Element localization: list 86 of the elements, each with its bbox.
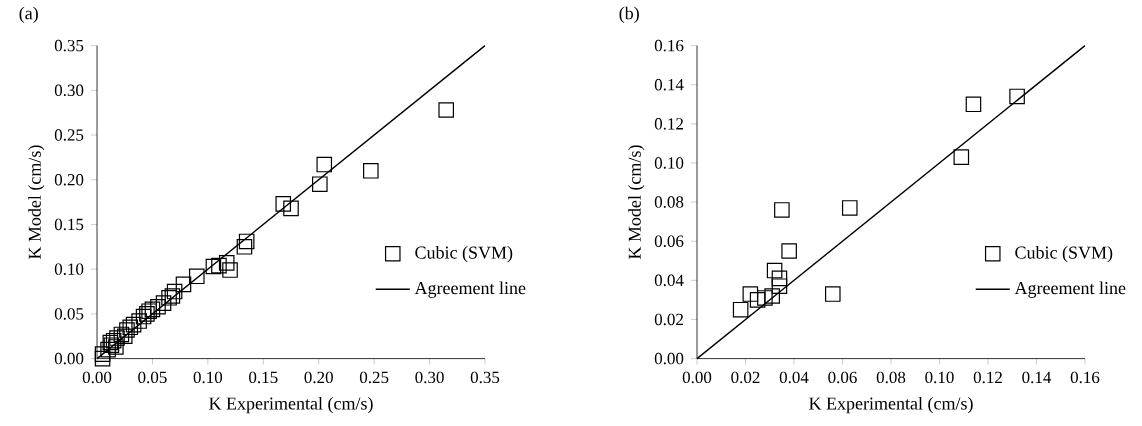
y-tick-label: 0.08 <box>654 196 684 209</box>
x-tick-label: 0.35 <box>470 371 500 384</box>
point <box>108 339 124 355</box>
x-axis-title: K Experimental (cm/s) <box>809 397 973 414</box>
point <box>238 233 255 250</box>
point <box>166 283 183 300</box>
y-tick-label: 0.16 <box>654 40 684 52</box>
legend-label: Agreement line <box>414 281 526 299</box>
point <box>218 255 235 271</box>
x-tick-label: 0.10 <box>193 371 223 384</box>
point <box>316 156 333 173</box>
point <box>283 200 299 217</box>
point <box>155 295 172 312</box>
point <box>771 270 788 287</box>
x-tick-label: 0.14 <box>1022 371 1052 384</box>
point <box>135 308 152 325</box>
point <box>953 149 970 166</box>
chart-title: (a) <box>19 6 38 24</box>
point <box>100 342 116 358</box>
x-axis-title: K Experimental (cm/s) <box>209 397 373 414</box>
y-tick-label: 0.25 <box>54 129 84 142</box>
point <box>781 243 797 260</box>
x-tick-label: 0.08 <box>876 371 906 384</box>
point <box>742 286 759 303</box>
point <box>222 262 238 279</box>
point <box>164 288 181 304</box>
point <box>766 262 783 279</box>
point <box>119 322 135 338</box>
y-tick-label: 0.12 <box>654 118 683 130</box>
x-tick-label: 0.02 <box>731 371 760 384</box>
point <box>1009 88 1025 105</box>
y-tick-label: 0.14 <box>654 79 684 91</box>
y-tick-label: 0.00 <box>54 353 84 365</box>
point <box>771 278 788 295</box>
x-tick-label: 0.06 <box>828 371 857 384</box>
point <box>188 268 205 285</box>
point <box>764 288 780 304</box>
y-tick-label: 0.06 <box>654 235 684 248</box>
point <box>749 292 766 308</box>
x-tick-label: 0.30 <box>415 371 444 384</box>
point <box>774 202 790 218</box>
point <box>965 96 982 113</box>
point <box>94 351 111 367</box>
point <box>824 286 841 303</box>
y-tick-label: 0.00 <box>654 353 684 365</box>
y-tick-label: 0.02 <box>654 313 683 326</box>
chart-title: (b) <box>619 6 639 24</box>
legend-label: Agreement line <box>1014 281 1126 299</box>
y-tick-label: 0.10 <box>654 157 684 169</box>
x-tick-label: 0.04 <box>779 371 809 384</box>
y-tick-label: 0.30 <box>54 84 84 97</box>
x-tick-label: 0.10 <box>925 371 954 384</box>
point <box>150 299 166 315</box>
y-tick-label: 0.35 <box>54 40 84 52</box>
x-tick-label: 0.16 <box>1070 371 1100 384</box>
x-tick-label: 0.20 <box>304 371 333 384</box>
point <box>757 290 773 306</box>
point <box>732 302 749 318</box>
point <box>312 176 328 193</box>
x-tick-label: 0.00 <box>682 371 712 384</box>
y-tick-label: 0.04 <box>654 274 684 287</box>
y-tick-label: 0.20 <box>54 174 84 186</box>
point <box>236 239 253 255</box>
x-tick-label: 0.00 <box>82 371 112 384</box>
y-axis-title: K Model (cm/s) <box>628 145 645 260</box>
y-tick-label: 0.05 <box>54 308 84 320</box>
point <box>175 276 192 293</box>
point <box>363 163 379 179</box>
point <box>841 200 858 216</box>
point <box>205 258 222 275</box>
x-tick-label: 0.25 <box>359 371 389 384</box>
point <box>275 196 292 212</box>
x-tick-label: 0.05 <box>138 371 167 384</box>
point <box>144 301 161 318</box>
legend-label: Cubic (SVM) <box>415 246 513 263</box>
y-axis-title: K Model (cm/s) <box>28 145 45 260</box>
point <box>161 290 177 306</box>
point <box>438 102 454 118</box>
x-tick-label: 0.12 <box>973 371 1002 384</box>
point <box>131 313 147 330</box>
point <box>211 258 227 274</box>
point <box>109 330 125 347</box>
x-tick-label: 0.15 <box>249 371 278 384</box>
y-tick-label: 0.15 <box>54 218 84 231</box>
y-tick-label: 0.10 <box>54 263 84 276</box>
legend-label: Cubic (SVM) <box>1015 246 1113 263</box>
